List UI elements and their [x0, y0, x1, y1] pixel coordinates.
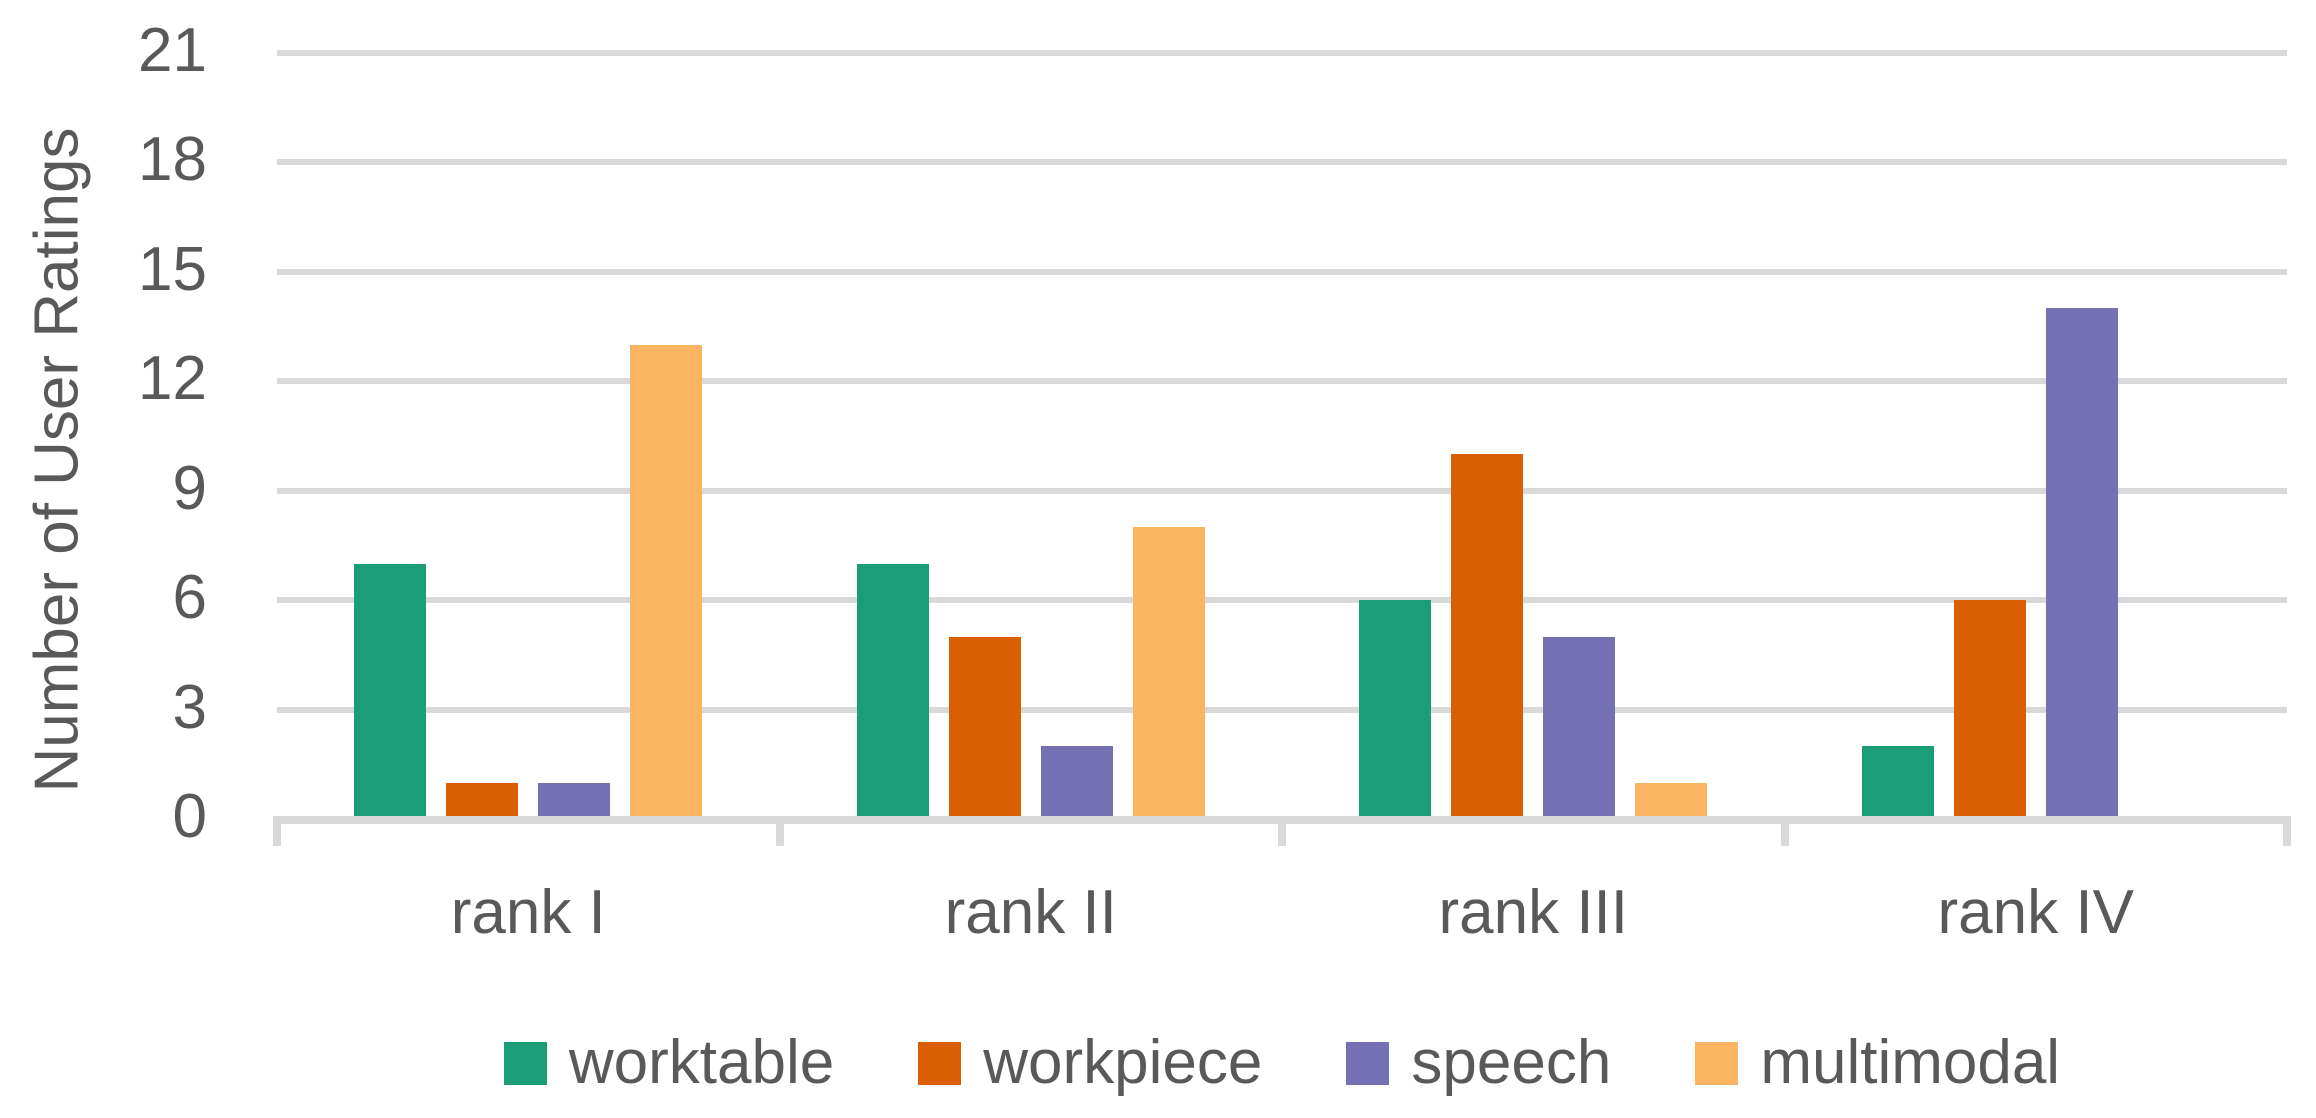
- y-tick-label-0: 0: [172, 782, 207, 851]
- bar-multimodal-rank-i: [630, 344, 703, 816]
- y-tick-label-21: 21: [138, 15, 207, 85]
- bar-multimodal-rank-iii: [1635, 782, 1708, 816]
- x-category-label-rank-iv: rank IV: [1937, 878, 2134, 947]
- bar-worktable-rank-iv: [1861, 746, 1934, 816]
- gridline-y-6: [277, 597, 2287, 603]
- bar-worktable-rank-i: [354, 563, 427, 816]
- legend-swatch-worktable: [503, 1041, 547, 1085]
- bar-worktable-rank-ii: [856, 563, 929, 816]
- y-tick-label-15: 15: [138, 234, 207, 304]
- legend-item-workpiece: workpiece: [918, 1032, 1262, 1094]
- legend-label-workpiece: workpiece: [983, 1028, 1263, 1097]
- x-axis-tick: [1780, 816, 1789, 846]
- x-category-label-rank-i: rank I: [450, 878, 606, 947]
- x-axis-tick: [2283, 816, 2291, 846]
- bar-workpiece-rank-iv: [1953, 600, 2026, 816]
- bar-workpiece-rank-iii: [1451, 454, 1524, 816]
- gridline-y-12: [277, 378, 2287, 384]
- bar-speech-rank-iii: [1543, 636, 1616, 816]
- legend-item-worktable: worktable: [503, 1028, 835, 1097]
- y-tick-label-18: 18: [138, 125, 207, 194]
- legend-swatch-multimodal: [1695, 1041, 1739, 1085]
- bar-workpiece-rank-i: [446, 782, 519, 816]
- bar-workpiece-rank-ii: [948, 636, 1021, 816]
- legend-label-multimodal: multimodal: [1760, 1028, 2061, 1097]
- legend-swatch-workpiece: [918, 1041, 962, 1085]
- legend-label-worktable: worktable: [568, 1028, 835, 1097]
- x-axis-tick: [775, 816, 784, 846]
- x-axis-tick: [1278, 816, 1286, 846]
- bar-speech-rank-i: [538, 782, 611, 816]
- y-tick-label-12: 12: [138, 344, 207, 413]
- gridline-y-21: [277, 49, 2287, 56]
- legend: worktable workpiece speech multimodal: [277, 1032, 2287, 1094]
- legend-item-multimodal: multimodal: [1695, 1032, 2060, 1094]
- legend-swatch-speech: [1346, 1041, 1390, 1085]
- gridline-y-15: [277, 268, 2287, 275]
- bar-worktable-rank-iii: [1359, 600, 1432, 816]
- gridline-y-9: [277, 487, 2287, 494]
- x-category-label-rank-ii: rank II: [944, 878, 1117, 947]
- x-axis-tick: [273, 816, 281, 846]
- x-category-label-rank-iii: rank III: [1438, 878, 1628, 947]
- bar-speech-rank-ii: [1040, 746, 1113, 816]
- legend-item-speech: speech: [1346, 1032, 1611, 1094]
- y-tick-label-9: 9: [172, 453, 207, 523]
- gridline-y-18: [277, 159, 2287, 165]
- y-tick-label-6: 6: [172, 563, 207, 632]
- gridline-y-3: [277, 706, 2287, 713]
- bar-multimodal-rank-ii: [1132, 527, 1205, 816]
- y-tick-label-3: 3: [172, 672, 207, 742]
- bar-speech-rank-iv: [2045, 308, 2118, 816]
- legend-label-speech: speech: [1411, 1028, 1612, 1097]
